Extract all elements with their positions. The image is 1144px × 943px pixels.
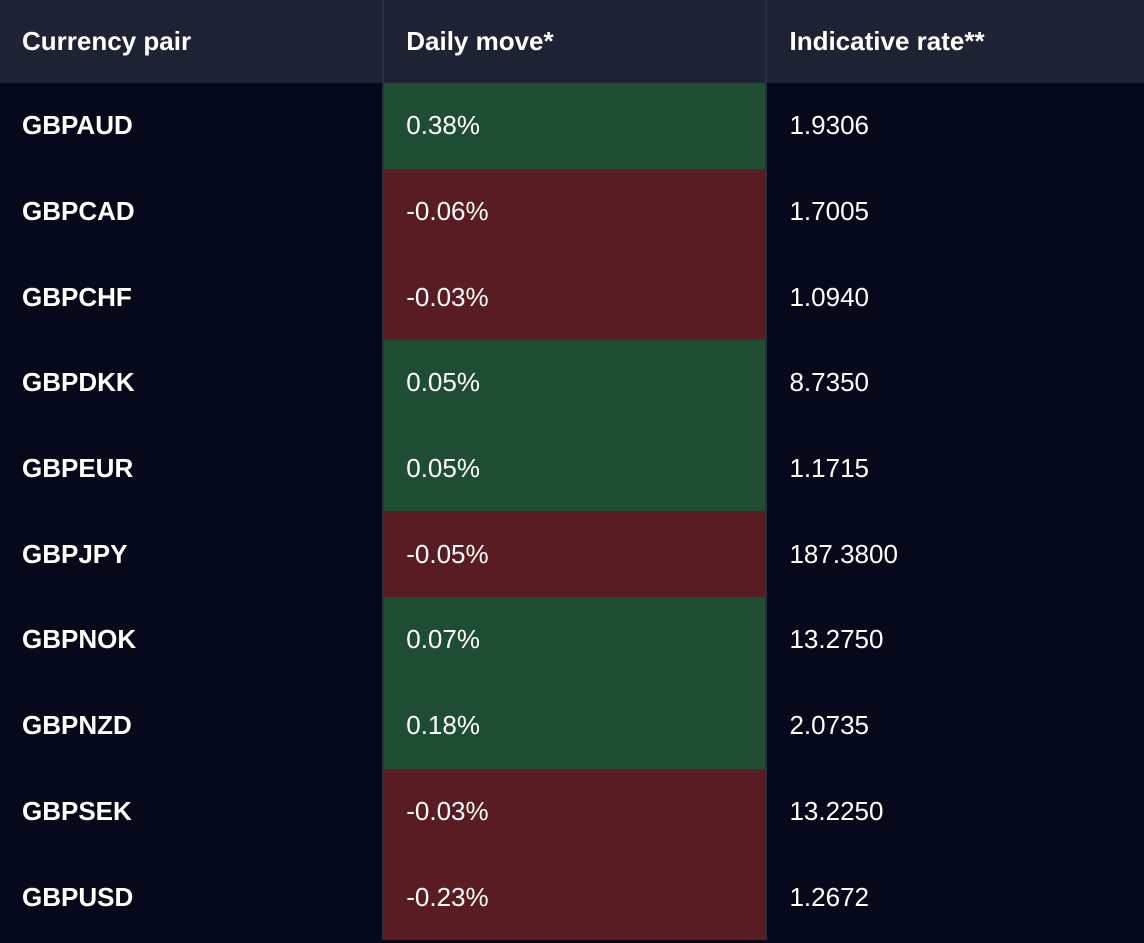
currency-pair-cell: GBPAUD — [0, 83, 383, 169]
table-row: GBPDKK0.05%8.7350 — [0, 340, 1144, 426]
table-row: GBPJPY-0.05%187.3800 — [0, 511, 1144, 597]
column-header-move: Daily move* — [383, 0, 766, 83]
daily-move-cell: 0.05% — [383, 426, 766, 512]
indicative-rate-cell: 1.2672 — [766, 854, 1144, 940]
daily-move-cell: -0.23% — [383, 854, 766, 940]
table-row: GBPCAD-0.06%1.7005 — [0, 169, 1144, 255]
indicative-rate-cell: 13.2250 — [766, 769, 1144, 855]
table-body: GBPAUD0.38%1.9306GBPCAD-0.06%1.7005GBPCH… — [0, 83, 1144, 940]
daily-move-cell: -0.06% — [383, 169, 766, 255]
indicative-rate-cell: 1.7005 — [766, 169, 1144, 255]
currency-pair-cell: GBPEUR — [0, 426, 383, 512]
currency-pair-cell: GBPNOK — [0, 597, 383, 683]
daily-move-cell: -0.03% — [383, 769, 766, 855]
table-row: GBPSEK-0.03%13.2250 — [0, 769, 1144, 855]
indicative-rate-cell: 8.7350 — [766, 340, 1144, 426]
column-header-rate: Indicative rate** — [766, 0, 1144, 83]
currency-rates-table: Currency pair Daily move* Indicative rat… — [0, 0, 1144, 940]
daily-move-cell: 0.38% — [383, 83, 766, 169]
indicative-rate-cell: 1.9306 — [766, 83, 1144, 169]
daily-move-cell: 0.05% — [383, 340, 766, 426]
currency-pair-cell: GBPUSD — [0, 854, 383, 940]
table-row: GBPCHF-0.03%1.0940 — [0, 254, 1144, 340]
indicative-rate-cell: 13.2750 — [766, 597, 1144, 683]
table-row: GBPEUR0.05%1.1715 — [0, 426, 1144, 512]
table-row: GBPUSD-0.23%1.2672 — [0, 854, 1144, 940]
indicative-rate-cell: 2.0735 — [766, 683, 1144, 769]
daily-move-cell: 0.07% — [383, 597, 766, 683]
table-row: GBPAUD0.38%1.9306 — [0, 83, 1144, 169]
column-header-pair: Currency pair — [0, 0, 383, 83]
currency-pair-cell: GBPJPY — [0, 511, 383, 597]
daily-move-cell: 0.18% — [383, 683, 766, 769]
daily-move-cell: -0.05% — [383, 511, 766, 597]
currency-pair-cell: GBPSEK — [0, 769, 383, 855]
currency-pair-cell: GBPDKK — [0, 340, 383, 426]
table-row: GBPNOK0.07%13.2750 — [0, 597, 1144, 683]
daily-move-cell: -0.03% — [383, 254, 766, 340]
currency-pair-cell: GBPCAD — [0, 169, 383, 255]
indicative-rate-cell: 187.3800 — [766, 511, 1144, 597]
currency-pair-cell: GBPCHF — [0, 254, 383, 340]
currency-pair-cell: GBPNZD — [0, 683, 383, 769]
indicative-rate-cell: 1.1715 — [766, 426, 1144, 512]
table-row: GBPNZD0.18%2.0735 — [0, 683, 1144, 769]
table-header-row: Currency pair Daily move* Indicative rat… — [0, 0, 1144, 83]
indicative-rate-cell: 1.0940 — [766, 254, 1144, 340]
